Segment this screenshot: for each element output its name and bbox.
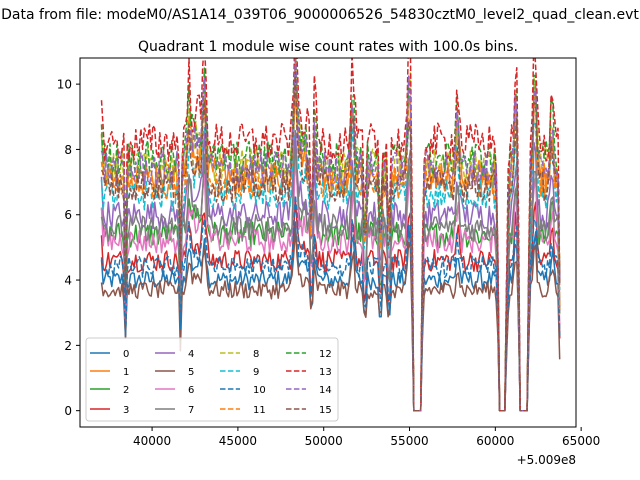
x-axis: 40000 45000 50000 55000 60000 65000 bbox=[133, 427, 600, 448]
y-tick-label: 6 bbox=[64, 208, 72, 222]
legend-label-4: 4 bbox=[188, 349, 194, 360]
series-line-10 bbox=[100, 194, 561, 412]
x-tick-label: 40000 bbox=[133, 434, 171, 448]
legend-label-6: 6 bbox=[188, 385, 194, 396]
legend-label-0: 0 bbox=[123, 349, 129, 360]
x-tick-label: 55000 bbox=[390, 434, 428, 448]
series-line-3 bbox=[100, 198, 561, 412]
y-tick-label: 2 bbox=[64, 339, 72, 353]
legend-box bbox=[85, 337, 339, 422]
series-line-4 bbox=[100, 129, 561, 412]
legend-label-11: 11 bbox=[253, 405, 266, 416]
legend-label-1: 1 bbox=[123, 367, 129, 378]
legend-label-13: 13 bbox=[319, 367, 332, 378]
legend-label-10: 10 bbox=[253, 385, 266, 396]
figure-suptitle: Data from file: modeM0/AS1A14_039T06_900… bbox=[1, 7, 639, 23]
series-line-5 bbox=[100, 229, 561, 412]
x-tick-label: 60000 bbox=[476, 434, 514, 448]
legend-label-5: 5 bbox=[188, 367, 194, 378]
legend-label-3: 3 bbox=[123, 405, 129, 416]
legend-label-14: 14 bbox=[319, 385, 332, 396]
plot-frame bbox=[79, 57, 577, 428]
legend-label-2: 2 bbox=[123, 385, 129, 396]
x-tick-label: 65000 bbox=[562, 434, 600, 448]
plot-series-group bbox=[100, 58, 561, 412]
y-axis: 0 2 4 6 8 10 bbox=[57, 78, 80, 418]
y-tick-label: 10 bbox=[57, 78, 72, 92]
x-tick-label: 45000 bbox=[219, 434, 257, 448]
y-tick-label: 0 bbox=[64, 404, 72, 418]
series-line-13 bbox=[100, 58, 561, 412]
chart-title: Quadrant 1 module wise count rates with … bbox=[138, 39, 518, 55]
y-tick-label: 8 bbox=[64, 143, 72, 157]
legend-label-7: 7 bbox=[188, 405, 194, 416]
legend-label-15: 15 bbox=[319, 405, 332, 416]
legend-label-12: 12 bbox=[319, 349, 332, 360]
x-tick-label: 50000 bbox=[305, 434, 343, 448]
legend-label-9: 9 bbox=[253, 367, 259, 378]
x-axis-offset-label: +5.009e8 bbox=[517, 453, 576, 467]
series-line-6 bbox=[100, 155, 561, 412]
series-line-14 bbox=[100, 58, 561, 412]
series-line-15 bbox=[100, 71, 561, 412]
series-line-7 bbox=[100, 144, 561, 412]
legend-label-8: 8 bbox=[253, 349, 259, 360]
y-tick-label: 4 bbox=[64, 274, 72, 288]
